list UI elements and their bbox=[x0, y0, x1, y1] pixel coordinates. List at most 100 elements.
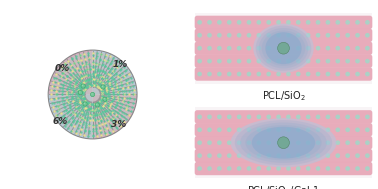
Circle shape bbox=[325, 72, 330, 76]
Circle shape bbox=[81, 84, 85, 88]
Circle shape bbox=[286, 33, 291, 38]
Wedge shape bbox=[48, 50, 93, 94]
Circle shape bbox=[266, 59, 271, 64]
Circle shape bbox=[316, 140, 321, 145]
Circle shape bbox=[325, 127, 330, 132]
Circle shape bbox=[296, 127, 301, 132]
Circle shape bbox=[277, 137, 290, 149]
Circle shape bbox=[296, 46, 301, 50]
Circle shape bbox=[345, 59, 350, 64]
Circle shape bbox=[355, 20, 360, 25]
Bar bbox=[195, 107, 372, 178]
FancyBboxPatch shape bbox=[195, 110, 372, 124]
Circle shape bbox=[266, 166, 271, 171]
Circle shape bbox=[246, 153, 251, 158]
Circle shape bbox=[365, 166, 370, 171]
Text: 3%: 3% bbox=[111, 120, 126, 129]
Circle shape bbox=[78, 91, 82, 95]
Circle shape bbox=[246, 72, 251, 76]
Circle shape bbox=[217, 20, 222, 25]
FancyBboxPatch shape bbox=[195, 29, 372, 42]
Ellipse shape bbox=[240, 122, 327, 163]
Circle shape bbox=[355, 166, 360, 171]
Circle shape bbox=[345, 166, 350, 171]
Circle shape bbox=[276, 127, 281, 132]
Circle shape bbox=[246, 33, 251, 38]
Circle shape bbox=[237, 140, 242, 145]
Circle shape bbox=[276, 153, 281, 158]
Circle shape bbox=[246, 127, 251, 132]
Circle shape bbox=[276, 46, 281, 50]
Circle shape bbox=[306, 140, 310, 145]
Text: 0%: 0% bbox=[55, 64, 70, 73]
Ellipse shape bbox=[262, 30, 305, 66]
Circle shape bbox=[365, 127, 370, 132]
Circle shape bbox=[335, 46, 340, 50]
Circle shape bbox=[207, 33, 212, 38]
Circle shape bbox=[355, 59, 360, 64]
Circle shape bbox=[335, 72, 340, 76]
Circle shape bbox=[316, 59, 321, 64]
Circle shape bbox=[257, 33, 261, 38]
Circle shape bbox=[246, 166, 251, 171]
Circle shape bbox=[286, 72, 291, 76]
Circle shape bbox=[217, 59, 222, 64]
Circle shape bbox=[345, 33, 350, 38]
Circle shape bbox=[325, 153, 330, 158]
Circle shape bbox=[217, 153, 222, 158]
Circle shape bbox=[365, 59, 370, 64]
Circle shape bbox=[197, 115, 202, 119]
Circle shape bbox=[296, 72, 301, 76]
Text: PCL/SiO$_2$: PCL/SiO$_2$ bbox=[262, 89, 305, 103]
FancyBboxPatch shape bbox=[195, 67, 372, 81]
Ellipse shape bbox=[259, 28, 308, 68]
Circle shape bbox=[237, 166, 242, 171]
Circle shape bbox=[246, 46, 251, 50]
Circle shape bbox=[316, 127, 321, 132]
Circle shape bbox=[276, 166, 281, 171]
Circle shape bbox=[207, 72, 212, 76]
Circle shape bbox=[257, 72, 261, 76]
Circle shape bbox=[316, 153, 321, 158]
Circle shape bbox=[355, 127, 360, 132]
Circle shape bbox=[365, 72, 370, 76]
Circle shape bbox=[296, 59, 301, 64]
Circle shape bbox=[227, 115, 232, 119]
Circle shape bbox=[306, 33, 310, 38]
FancyBboxPatch shape bbox=[195, 123, 372, 136]
Circle shape bbox=[257, 127, 261, 132]
Circle shape bbox=[266, 153, 271, 158]
Circle shape bbox=[345, 72, 350, 76]
Circle shape bbox=[355, 72, 360, 76]
Circle shape bbox=[266, 20, 271, 25]
Circle shape bbox=[95, 103, 99, 107]
Circle shape bbox=[325, 20, 330, 25]
Circle shape bbox=[306, 59, 310, 64]
Circle shape bbox=[325, 46, 330, 50]
Circle shape bbox=[266, 72, 271, 76]
Circle shape bbox=[197, 153, 202, 158]
Circle shape bbox=[197, 72, 202, 76]
Circle shape bbox=[237, 20, 242, 25]
Text: 6%: 6% bbox=[53, 117, 68, 126]
Circle shape bbox=[286, 153, 291, 158]
Circle shape bbox=[276, 72, 281, 76]
Circle shape bbox=[355, 46, 360, 50]
Circle shape bbox=[316, 46, 321, 50]
Circle shape bbox=[286, 140, 291, 145]
Bar bbox=[195, 13, 372, 84]
Ellipse shape bbox=[245, 125, 322, 160]
Circle shape bbox=[266, 140, 271, 145]
Circle shape bbox=[227, 166, 232, 171]
Circle shape bbox=[217, 140, 222, 145]
Circle shape bbox=[276, 59, 281, 64]
Circle shape bbox=[276, 115, 281, 119]
FancyBboxPatch shape bbox=[195, 54, 372, 68]
Circle shape bbox=[237, 127, 242, 132]
Circle shape bbox=[316, 72, 321, 76]
Circle shape bbox=[90, 92, 95, 97]
FancyBboxPatch shape bbox=[195, 42, 372, 55]
Circle shape bbox=[207, 166, 212, 171]
Circle shape bbox=[197, 46, 202, 50]
Circle shape bbox=[246, 115, 251, 119]
